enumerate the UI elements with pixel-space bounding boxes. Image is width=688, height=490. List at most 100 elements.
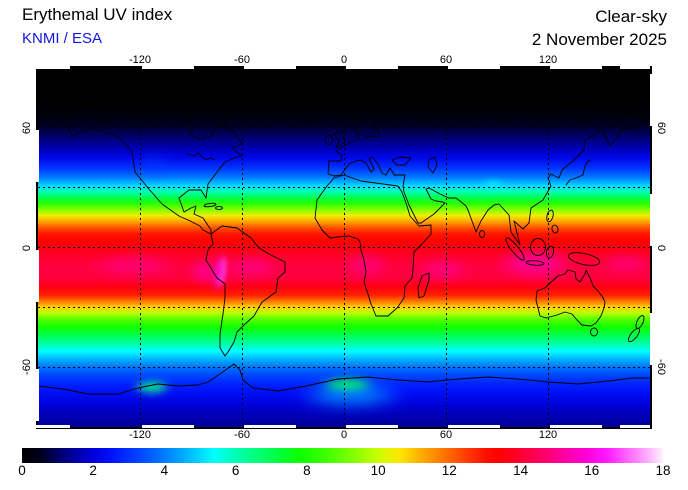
coastline-north-america (61, 105, 243, 235)
colorbar-tick-label-6: 6 (231, 463, 240, 478)
uv-feature-indonesia-australia-magenta (493, 247, 576, 280)
coastline-south-america (205, 225, 286, 357)
coastline-ireland (324, 135, 334, 145)
frame-tick-lat-60-left (36, 129, 39, 182)
colorbar-tick-label-14: 14 (513, 463, 529, 478)
uv-anomaly-layer (38, 68, 650, 427)
coastline-black-sea (391, 156, 412, 166)
uv-feature-antarctic-green-west (131, 380, 173, 395)
frame-tick-lat-60-right (649, 73, 652, 126)
lat-tick-label-right: 0 (655, 244, 667, 251)
gridline-lon--60 (241, 68, 243, 427)
frame-tick-lon-0-top (346, 66, 398, 69)
colorbar-tick-label-2: 2 (89, 463, 97, 478)
coastline-layer (38, 87, 650, 395)
uv-feature-brazil-magenta (223, 256, 282, 279)
map-frame (36, 66, 652, 429)
coastline-asia-pacific (394, 118, 649, 246)
lat-tick-label-right: 60 (655, 121, 667, 134)
coastline-caspian-sea (427, 156, 438, 174)
coastline-europe (327, 133, 396, 177)
colorbar-tick-label-18: 18 (655, 463, 671, 478)
coastline-africa (314, 174, 432, 317)
uv-feature-rockies-light-blue (138, 153, 169, 174)
coastline-cuba (203, 202, 217, 208)
header-right: Clear-sky 2 November 2025 (532, 5, 667, 51)
lon-tick-label-top: 0 (340, 54, 348, 66)
frame-tick-lon--180-bottom (18, 425, 70, 428)
coastline-antarctica (38, 363, 650, 395)
colorbar-tick-label-16: 16 (584, 463, 600, 478)
frame-tick-lat-0-right (649, 193, 652, 246)
frame-tick-lon--60-bottom (244, 425, 296, 428)
gridline-lon-0 (343, 68, 345, 427)
uv-feature-central-africa-magenta (342, 252, 390, 279)
lon-tick-label-top: 120 (538, 54, 558, 66)
coastline-sulawesi (545, 245, 555, 259)
lon-tick-label-top: 60 (439, 54, 453, 66)
lon-tick-label-bottom: -60 (234, 429, 250, 441)
coastline-philippines-mindanao (551, 224, 559, 234)
uv-colorbar (22, 448, 663, 463)
frame-tick-lon--120-bottom (142, 425, 194, 428)
colorbar-tick-label-0: 0 (18, 463, 26, 478)
lat-tick-label-left: 0 (21, 244, 33, 251)
data-source-label: KNMI / ESA (22, 30, 103, 47)
lat-tick-label-right: -60 (655, 359, 667, 376)
frame-tick-lon-60-top (448, 66, 500, 69)
lat-tick-label-left: 60 (21, 121, 33, 134)
colorbar-tick-label-12: 12 (441, 463, 457, 478)
colorbar-tick-label-10: 10 (370, 463, 386, 478)
lat-tick-label-left: -60 (21, 359, 33, 376)
coastline-new-guinea (567, 252, 601, 266)
frame-tick-lat--60-left (36, 369, 39, 422)
coastline-tasmania (590, 327, 598, 337)
uv-feature-tibet-cyan-spot (481, 178, 506, 189)
gridline-lon--120 (139, 68, 141, 427)
coastline-victoria-island (171, 113, 191, 124)
frame-tick-lon--180-top (18, 66, 70, 69)
frame-tick-lon--120-top (142, 66, 194, 69)
date-label: 2 November 2025 (531, 30, 667, 49)
coastline-greenland (246, 87, 308, 129)
graticule-layer (38, 68, 650, 427)
coastline-new-zealand-south (628, 327, 640, 343)
lon-tick-label-top: -60 (234, 54, 250, 66)
sky-condition-label: Clear-sky (595, 7, 667, 26)
coastline-japan (565, 159, 592, 186)
frame-tick-lon-120-bottom (550, 425, 602, 428)
frame-tick-lon--60-top (244, 66, 296, 69)
frame-tick-lon-60-bottom (448, 425, 500, 428)
uv-feature-antarctic-teal-halo (295, 382, 407, 408)
coastline-asia-arctic (394, 95, 649, 118)
coastline-sumatra (505, 237, 525, 261)
frame-tick-lon-180-bottom (620, 425, 650, 428)
uv-feature-east-pacific-magenta (86, 254, 180, 277)
coastline-baffin-island (211, 113, 231, 126)
lon-tick-label-bottom: 120 (538, 429, 558, 441)
coastline-hispaniola (215, 206, 223, 210)
colorbar-tick-label-8: 8 (303, 463, 311, 478)
lon-tick-label-bottom: 0 (340, 429, 348, 441)
lon-tick-label-bottom: -120 (128, 429, 152, 441)
frame-tick-lon-120-top (550, 66, 602, 69)
gridline-lon-120 (547, 68, 549, 427)
coastline-scandinavia (353, 105, 396, 138)
colorbar-tick-label-4: 4 (160, 463, 169, 478)
lon-tick-label-bottom: 60 (439, 429, 453, 441)
coastline-madagascar (417, 272, 430, 299)
coastline-iceland (304, 113, 320, 123)
uv-feature-west-pacific-magenta (600, 253, 650, 274)
page-title: Erythemal UV index (22, 5, 173, 24)
gridline-lon-60 (445, 68, 447, 427)
coastline-great-lakes (186, 152, 216, 161)
frame-tick-lon-180-top (620, 66, 650, 69)
frame-tick-lon-0-bottom (346, 425, 398, 428)
coastline-java (525, 260, 545, 266)
coastline-australia (535, 269, 606, 327)
frame-tick-lat--60-right (649, 313, 652, 366)
frame-tick-lat-0-left (36, 249, 39, 302)
lon-tick-label-top: -120 (128, 54, 152, 66)
coastline-sri-lanka (479, 230, 485, 238)
